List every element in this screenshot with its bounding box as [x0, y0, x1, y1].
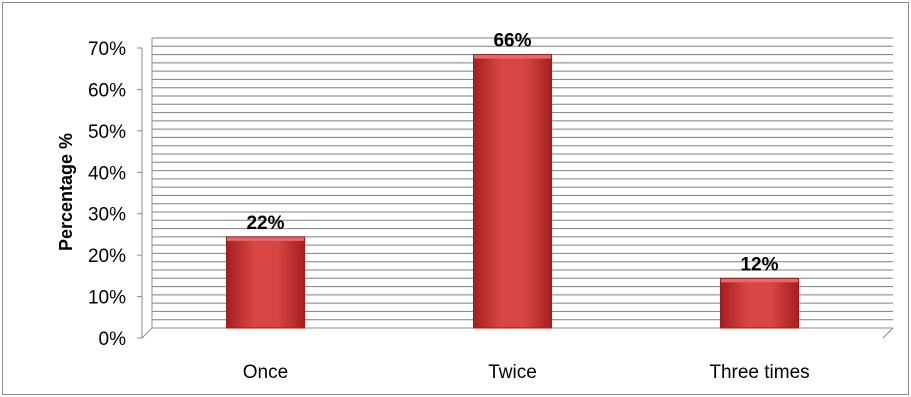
y-tick-label: 0%	[99, 329, 127, 350]
bar-outline	[473, 54, 552, 329]
bar	[720, 278, 799, 328]
bar-top	[720, 278, 799, 283]
y-tick-label: 50%	[88, 122, 126, 143]
y-tick-label: 70%	[88, 39, 126, 60]
x-tick-label: Three times	[709, 362, 809, 383]
y-tick-label: 40%	[88, 163, 126, 184]
data-label: 66%	[493, 31, 531, 52]
y-axis-label: Percentage %	[56, 133, 76, 251]
bar-outline	[226, 236, 305, 329]
y-tick-label: 10%	[88, 288, 126, 309]
y-tick-label: 60%	[88, 80, 126, 101]
bars	[226, 54, 799, 329]
floor-edge	[882, 327, 894, 339]
bar	[473, 54, 552, 328]
bar-outline	[720, 277, 799, 329]
x-tick-label: Once	[243, 362, 288, 383]
bar-group	[226, 236, 305, 329]
labels: 0% 10% 20% 30% 40% 50% 60% 70% 22% Once 66% Twice 12…	[88, 31, 810, 383]
y-tick-label: 30%	[88, 205, 126, 226]
x-tick-label: Twice	[488, 362, 537, 383]
bar-top	[226, 236, 305, 241]
bar-group	[720, 277, 799, 329]
data-label: 22%	[246, 213, 284, 234]
y-tick-label: 20%	[88, 246, 126, 267]
data-label: 12%	[740, 254, 778, 275]
bar-group	[473, 54, 552, 329]
floor-edge	[141, 327, 153, 339]
bar	[226, 236, 305, 328]
bar-top	[473, 54, 552, 59]
